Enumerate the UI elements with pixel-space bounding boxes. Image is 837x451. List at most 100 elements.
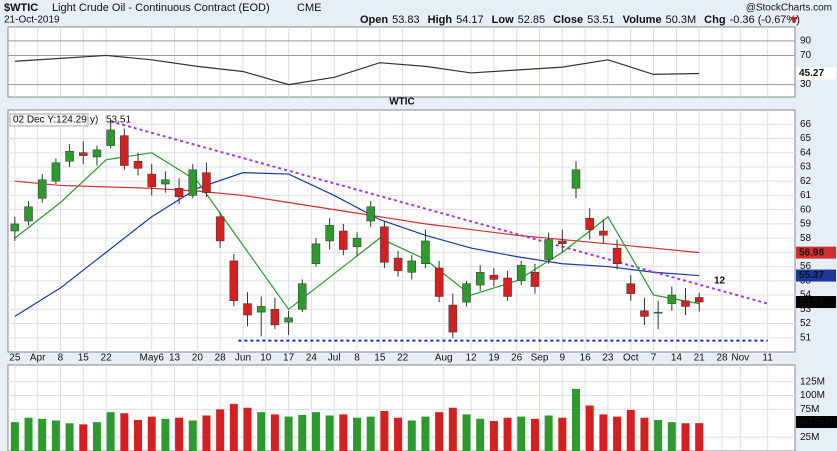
exchange: CME (297, 2, 321, 14)
tooltip-box (9, 113, 89, 127)
volume-bar (175, 417, 184, 451)
candle-body (352, 237, 362, 247)
value-flag-label: 5027520 (797, 417, 836, 428)
candle-body (256, 306, 266, 313)
volume-bar (599, 414, 608, 451)
x-tick-label: 15 (78, 353, 90, 364)
instrument-name: Light Crude Oil - Continuous Contract (E… (52, 2, 270, 14)
candle-body (147, 173, 156, 188)
y-tick-label: 25M (800, 432, 819, 443)
quote-label: Open (360, 14, 388, 26)
volume-bar (51, 420, 60, 451)
candle-body (462, 283, 471, 303)
y-tick-label: 53 (800, 304, 812, 315)
x-tick-label: Nov (731, 353, 749, 364)
volume-bar (654, 419, 663, 451)
x-tick-label: 8 (58, 353, 64, 364)
x-tick-label: 26 (511, 353, 523, 364)
value-flag (796, 416, 837, 428)
x-tick-label: 25 (9, 353, 21, 364)
x-tick-label: Oct (623, 353, 639, 364)
quote-value: 50.3M (666, 14, 697, 26)
volume-bar (435, 412, 444, 451)
volume-bar (448, 407, 457, 451)
volume-bar (161, 418, 170, 451)
moving-average (14, 180, 700, 254)
candle-body (653, 311, 663, 314)
candle-body (10, 223, 20, 232)
x-tick-label: 12 (466, 353, 478, 364)
volume-bar (517, 416, 526, 451)
candle-body (120, 135, 129, 166)
quote-value: 54.17 (456, 14, 484, 26)
candle-body (243, 303, 252, 316)
volume-bar (626, 409, 635, 451)
volume-bar (216, 409, 225, 451)
volume-bar (24, 417, 33, 451)
y-tick-label: 59 (800, 219, 812, 230)
value-flag (796, 296, 836, 309)
volume-bar (558, 417, 567, 451)
candle-body (229, 260, 239, 302)
candle-body (530, 272, 540, 287)
volume-bar (681, 423, 690, 451)
candle-body (215, 216, 225, 242)
x-tick-label: 8 (354, 353, 360, 364)
x-tick-label: 28 (716, 353, 728, 364)
volume-bar (202, 415, 211, 451)
volume-bar (257, 412, 266, 451)
value-flag (796, 246, 836, 259)
volume-bar (421, 416, 430, 451)
value-flag-label: 53.51 (799, 297, 824, 308)
volume-bar (10, 422, 19, 451)
annotation: 12 (714, 276, 726, 287)
volume-bar (38, 418, 47, 451)
candle-body (571, 169, 581, 189)
y-tick-label: 75M (800, 404, 819, 415)
candle-body (51, 162, 61, 182)
x-tick-label: 9 (560, 353, 566, 364)
candle-body (681, 300, 690, 307)
volume-bar (695, 423, 704, 451)
candle-body (612, 247, 622, 264)
candle-body (24, 206, 33, 222)
candle-body (393, 257, 403, 272)
date: 21-Oct-2019 (4, 15, 60, 26)
volume-bar (147, 416, 156, 451)
candle-body (92, 149, 102, 158)
x-tick-label: 23 (602, 353, 614, 364)
volume-bar (613, 416, 622, 451)
y-tick-label: 61 (800, 190, 812, 201)
candle-body (380, 226, 389, 263)
y-tick-label: 58 (800, 233, 812, 244)
x-tick-label: 15 (374, 353, 386, 364)
candle-body (284, 317, 293, 323)
quote-value: 53.83 (392, 14, 420, 26)
y-tick-label: 60 (800, 204, 812, 215)
value-flag-label: 45.27 (799, 68, 824, 79)
volume-bar (284, 416, 293, 451)
x-tick-label: 20 (192, 353, 204, 364)
y-tick-label: 70 (800, 50, 812, 61)
volume-bar (298, 414, 307, 451)
volume-bar (503, 417, 512, 451)
volume-bar (476, 418, 485, 451)
volume-bar (394, 417, 403, 451)
quote-value: 52.85 (518, 14, 546, 26)
quote: Open 53.83 High 54.17 Low 52.85 Close 53.51 Volu… (360, 14, 800, 26)
volume-bar (229, 403, 238, 451)
candle-body (503, 277, 512, 297)
y-tick-label: 90 (800, 35, 812, 46)
candle-body (325, 225, 334, 242)
quote-label: Low (492, 14, 514, 26)
x-tick-label: 16 (580, 353, 592, 364)
candle-body (133, 160, 143, 169)
candle-body (174, 188, 184, 198)
candle-body (407, 260, 417, 273)
candle-body (558, 240, 567, 245)
candle-body (544, 239, 553, 260)
volume-bar (585, 405, 594, 451)
y-tick-label: 52 (800, 318, 812, 329)
x-tick-label: Jul (328, 353, 341, 364)
price-panel (7, 109, 796, 353)
